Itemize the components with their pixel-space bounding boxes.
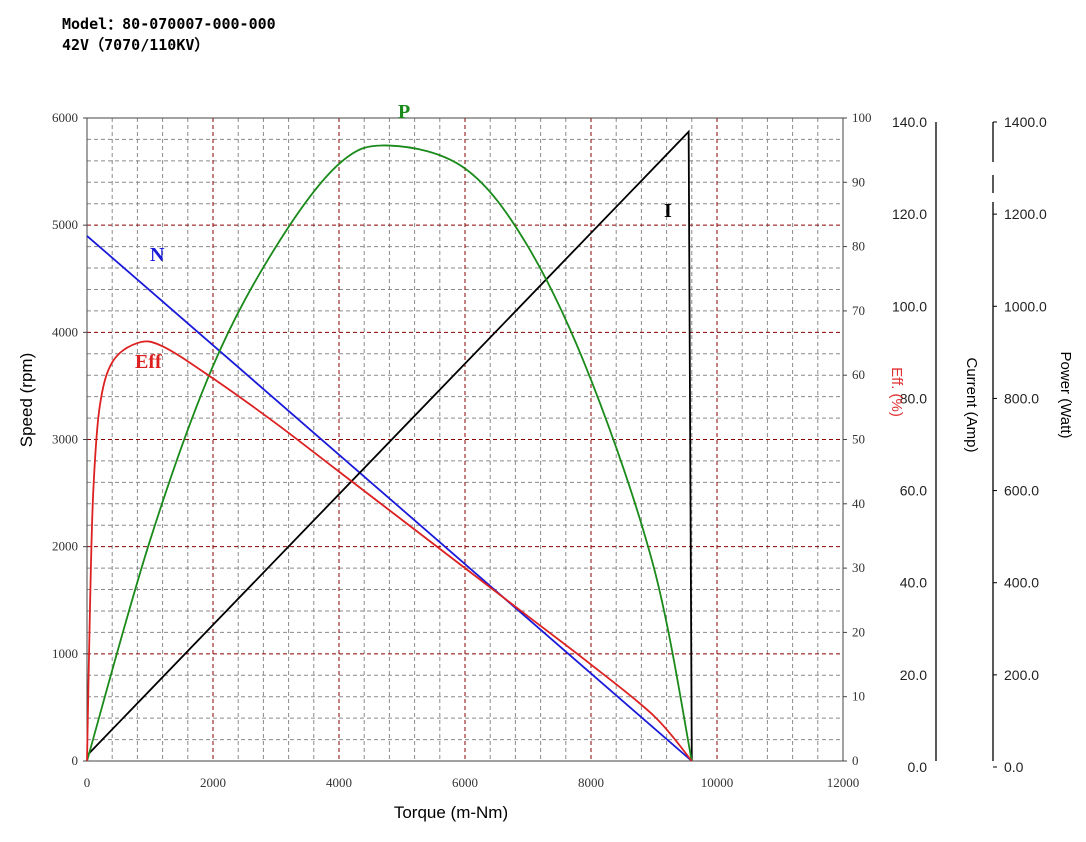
y-tick-label: 5000 [52, 217, 78, 232]
power-tick-label: 800.0 [1004, 390, 1039, 406]
x-axis-label: Torque (m-Nm) [394, 803, 508, 822]
curves [86, 129, 693, 762]
curve-label-N: N [150, 244, 165, 266]
eff-tick-label: 90 [852, 174, 865, 189]
eff-tick-label: 80 [852, 239, 865, 254]
current-axis-ticks: 0.0 20.0 40.0 60.0 80.0 100.0 120.0 140.0 [892, 114, 937, 775]
y-tick-label: 0 [72, 753, 79, 768]
power-tick-label: 600.0 [1004, 483, 1039, 499]
current-tick-label: 40.0 [900, 575, 927, 591]
current-tick-label: 80.0 [900, 390, 927, 406]
current-tick-label: 100.0 [892, 298, 927, 314]
eff-tick-label: 30 [852, 560, 865, 575]
x-tick-label: 8000 [578, 775, 604, 790]
power-tick-label: 200.0 [1004, 667, 1039, 683]
power-tick-label: 1400.0 [1004, 114, 1047, 130]
current-axis-label: Current (Amp) [963, 357, 980, 452]
grid [87, 118, 843, 761]
eff-axis-ticks: 0 10 20 30 40 50 60 70 80 90 100 [843, 110, 872, 768]
current-tick-label: 20.0 [900, 667, 927, 683]
eff-tick-label: 10 [852, 689, 865, 704]
x-tick-label: 6000 [452, 775, 478, 790]
curve-label-Eff: Eff [135, 351, 162, 373]
power-tick-label: 400.0 [1004, 575, 1039, 591]
current-tick-label: 140.0 [892, 114, 927, 130]
curve-I [86, 129, 693, 762]
curve-label-I: I [664, 200, 672, 222]
chart-header: Model：80-070007-000-000 42V（7070/110KV） [62, 14, 276, 56]
eff-tick-label: 50 [852, 432, 865, 447]
eff-tick-label: 20 [852, 624, 865, 639]
x-axis-ticks: 0 2000 4000 6000 8000 10000 12000 [84, 775, 860, 790]
x-tick-label: 12000 [827, 775, 860, 790]
y-tick-label: 4000 [52, 324, 78, 339]
power-tick-label: 1000.0 [1004, 298, 1047, 314]
curve-P [86, 144, 693, 762]
current-tick-label: 60.0 [900, 483, 927, 499]
y-axis-ticks: 0 1000 2000 3000 4000 5000 6000 [52, 110, 87, 768]
x-tick-label: 2000 [200, 775, 226, 790]
eff-axis-label: Eff. (%) [888, 367, 905, 417]
power-axis-label: Power (Watt) [1057, 352, 1074, 439]
spec-line: 42V（7070/110KV） [62, 36, 210, 54]
x-tick-label: 10000 [701, 775, 734, 790]
eff-tick-label: 40 [852, 496, 865, 511]
x-tick-label: 4000 [326, 775, 352, 790]
eff-tick-label: 70 [852, 303, 865, 318]
current-tick-label: 0.0 [908, 759, 928, 775]
y-tick-label: 1000 [52, 646, 78, 661]
current-tick-label: 120.0 [892, 206, 927, 222]
y-axis-label: Speed (rpm) [17, 353, 36, 447]
power-tick-label: 1200.0 [1004, 206, 1047, 222]
y-tick-label: 3000 [52, 432, 78, 447]
x-tick-label: 0 [84, 775, 91, 790]
power-tick-label: 0.0 [1004, 759, 1024, 775]
curve-Eff [86, 340, 693, 762]
eff-tick-label: 0 [852, 753, 859, 768]
power-axis-ticks: 0.0 200.0 400.0 600.0 800.0 1000.0 1200.0 1400.… [992, 114, 1047, 775]
eff-tick-label: 100 [852, 110, 872, 125]
eff-tick-label: 60 [852, 367, 865, 382]
y-tick-label: 6000 [52, 110, 78, 125]
model-line: Model：80-070007-000-000 [62, 15, 276, 33]
curve-label-P: P [398, 101, 410, 123]
curve-N [86, 235, 693, 762]
y-tick-label: 2000 [52, 539, 78, 554]
